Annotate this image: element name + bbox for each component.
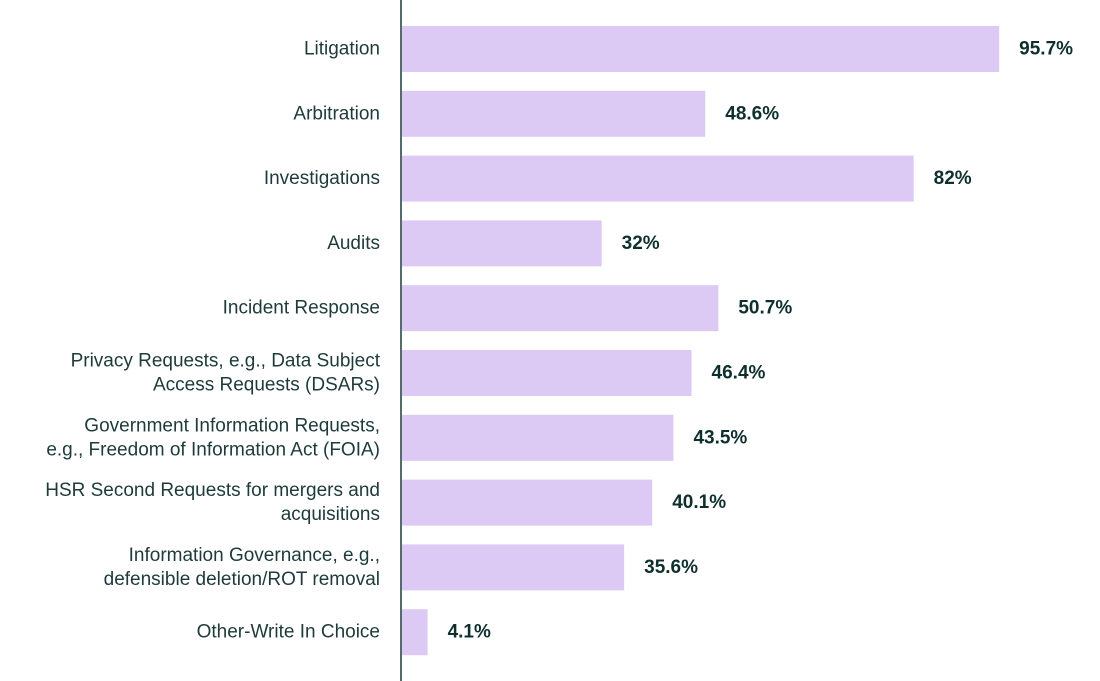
value-label-8: 35.6% [644,557,698,578]
value-label-0: 95.7% [1019,39,1073,60]
category-label-line: Investigations [264,168,380,189]
category-label-line: Audits [327,233,380,254]
category-label-7: HSR Second Requests for mergers and acqui… [45,480,380,525]
category-label-4: Incident Response [223,298,380,319]
bar-1 [402,90,706,137]
bar-9 [402,609,428,656]
category-label-2: Investigations [264,168,380,189]
bar-6 [402,414,674,461]
value-label-7: 40.1% [672,492,726,513]
value-label-4: 50.7% [738,298,792,319]
category-label-3: Audits [327,233,380,254]
category-label-6: Government Information Requests, e.g., Fr… [46,415,380,460]
category-label-9: Other-Write In Choice [197,622,380,643]
value-labels-layer: 95.7% 48.6% 82% 32% 50.7% 46.4% 43.5% 40.1% 35.6… [448,39,1074,643]
category-labels-layer: Litigation Arbitration Investigations Audit… [45,39,380,643]
bar-0 [402,26,1000,72]
category-label-line: e.g., Freedom of Information Act (FOIA) [46,439,380,460]
category-label-line: Privacy Requests, e.g., Data Subject [71,351,381,372]
category-label-line: defensible deletion/ROT removal [104,569,380,590]
value-label-2: 82% [934,168,972,189]
category-label-line: Information Governance, e.g., [129,545,380,566]
value-label-9: 4.1% [448,622,491,643]
category-label-line: Arbitration [293,103,380,124]
category-label-line: Other-Write In Choice [197,622,380,643]
bar-8 [402,544,625,591]
bars-layer [402,26,1000,656]
bar-7 [402,479,653,526]
category-label-line: acquisitions [281,504,380,525]
category-label-line: Incident Response [223,298,380,319]
category-label-line: Access Requests (DSARs) [153,375,380,396]
category-label-0: Litigation [304,39,380,60]
bar-2 [402,155,914,202]
category-label-1: Arbitration [293,103,380,124]
value-label-5: 46.4% [712,363,766,384]
category-label-5: Privacy Requests, e.g., Data Subject Acce… [71,351,381,396]
value-label-1: 48.6% [725,103,779,124]
bar-4 [402,285,719,332]
category-label-line: Government Information Requests, [84,415,380,436]
category-label-line: HSR Second Requests for mergers and [45,480,380,501]
value-label-6: 43.5% [693,427,747,448]
value-label-3: 32% [622,233,660,254]
category-label-line: Litigation [304,39,380,60]
category-label-8: Information Governance, e.g., defensible … [104,545,380,590]
bar-3 [402,220,602,267]
bar-5 [402,350,692,396]
